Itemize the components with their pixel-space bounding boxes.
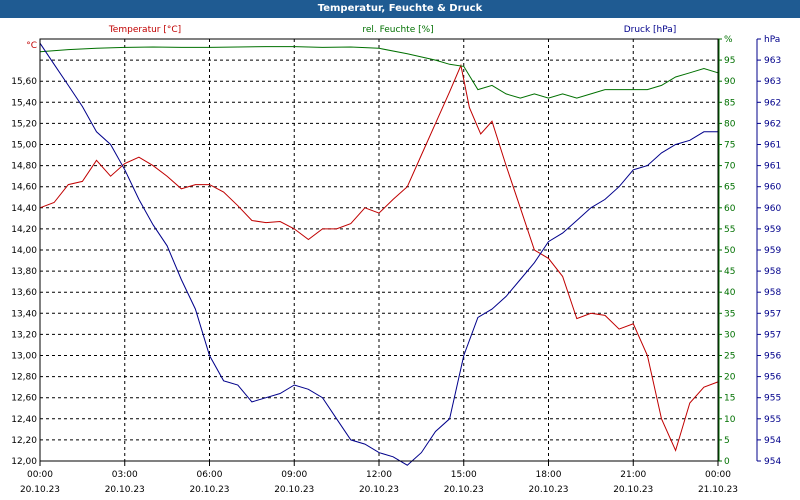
press-tick-label: 959 (764, 225, 781, 235)
chart-canvas: 00:00 20.10.23 03:00 20.10.23 06:00 20.10.23 0… (11, 25, 781, 495)
hum-tick-label: 40 (724, 288, 736, 298)
series-line-press (39, 42, 718, 466)
hum-tick-label: 0 (724, 457, 730, 467)
series-layer (39, 42, 719, 466)
temp-tick-label: 12,20 (11, 436, 37, 446)
series-line-temp (39, 63, 719, 452)
x-tick-label-time: 03:00 (112, 470, 138, 480)
temp-unit-label: °C (26, 41, 37, 51)
press-tick-label: 956 (764, 352, 781, 362)
hum-tick-label: 20 (724, 373, 736, 383)
hum-tick-label: % (724, 35, 733, 45)
temp-tick-label: 14,40 (11, 204, 37, 214)
hum-tick-label: 35 (724, 309, 735, 319)
press-tick-label: 958 (764, 267, 781, 277)
hum-tick-label: 30 (724, 330, 736, 340)
hum-tick-label: 55 (724, 225, 735, 235)
temp-tick-label: 13,40 (11, 309, 37, 319)
x-tick-label-date: 20.10.23 (359, 485, 399, 495)
temp-tick-label: 13,80 (11, 267, 37, 277)
hum-tick-label: 60 (724, 204, 736, 214)
x-tick-label-time: 12:00 (366, 470, 392, 480)
temp-tick-label: 15,60 (11, 77, 37, 87)
hum-tick-label: 85 (724, 98, 735, 108)
press-tick-label: 955 (764, 394, 781, 404)
series-line-hum (39, 46, 719, 99)
temp-tick-label: 12,40 (11, 415, 37, 425)
press-tick-label: 956 (764, 373, 781, 383)
chart-title-bar: Temperatur, Feuchte & Druck (0, 0, 800, 18)
plot-border (39, 38, 758, 462)
hum-tick-label: 75 (724, 141, 735, 151)
press-tick-label: 960 (764, 204, 781, 214)
chart-title: Temperatur, Feuchte & Druck (317, 3, 483, 14)
press-tick-label: 954 (764, 457, 781, 467)
x-tick-label-date: 20.10.23 (444, 485, 484, 495)
temp-series-label: Temperatur [°C] (108, 25, 181, 35)
x-tick-label-date: 20.10.23 (613, 485, 653, 495)
x-tick-label-time: 00:00 (705, 470, 731, 480)
temp-tick-label: 12,00 (11, 457, 37, 467)
temp-tick-label: 14,00 (11, 246, 37, 256)
temp-tick-label: 13,00 (11, 352, 37, 362)
hum-tick-label: 25 (724, 352, 735, 362)
press-tick-label: 962 (764, 98, 781, 108)
hum-tick-label: 5 (724, 436, 730, 446)
press-tick-label: 957 (764, 330, 781, 340)
temp-tick-label: 15,40 (11, 98, 37, 108)
temp-tick-label: 14,60 (11, 183, 37, 193)
temp-tick-label: 14,80 (11, 162, 37, 172)
press-tick-label: 959 (764, 246, 781, 256)
hum-tick-label: 90 (724, 77, 736, 87)
x-tick-label-date: 20.10.23 (189, 485, 229, 495)
press-tick-label: 957 (764, 309, 781, 319)
hum-tick-label: 80 (724, 119, 736, 129)
press-tick-label: 960 (764, 183, 781, 193)
axis-labels: 00:00 20.10.23 03:00 20.10.23 06:00 20.10.23 0… (11, 25, 781, 495)
x-tick-label-time: 09:00 (281, 470, 307, 480)
temp-tick-label: 14,20 (11, 225, 37, 235)
plot-area-border (39, 38, 719, 462)
x-tick-label-date: 20.10.23 (20, 485, 60, 495)
x-tick-label-date: 20.10.23 (528, 485, 568, 495)
hum-tick-label: 65 (724, 183, 735, 193)
press-tick-label: 962 (764, 119, 781, 129)
temp-tick-label: 12,80 (11, 373, 37, 383)
temp-tick-label: 13,20 (11, 330, 37, 340)
press-tick-label: 961 (764, 141, 781, 151)
x-tick-label-time: 06:00 (197, 470, 223, 480)
hum-tick-label: 15 (724, 394, 735, 404)
x-tick-label-date: 20.10.23 (274, 485, 314, 495)
press-series-label: Druck [hPa] (624, 25, 677, 35)
grid-lines (39, 38, 761, 466)
x-tick-label-time: 15:00 (451, 470, 477, 480)
x-tick-label-date: 20.10.23 (105, 485, 145, 495)
hum-series-label: rel. Feuchte [%] (362, 25, 433, 35)
hum-tick-label: 45 (724, 267, 735, 277)
press-tick-label: 955 (764, 415, 781, 425)
x-tick-label-date: 21.10.23 (698, 485, 738, 495)
temp-tick-label: 12,60 (11, 394, 37, 404)
x-tick-label-time: 21:00 (620, 470, 646, 480)
x-tick-label-time: 18:00 (536, 470, 562, 480)
press-tick-label: 954 (764, 436, 781, 446)
press-tick-label: 961 (764, 162, 781, 172)
x-tick-label-time: 00:00 (27, 470, 53, 480)
temp-tick-label: 15,20 (11, 119, 37, 129)
temp-tick-label: 15,00 (11, 141, 37, 151)
hum-tick-label: 95 (724, 56, 735, 66)
press-tick-label: 958 (764, 288, 781, 298)
press-tick-label: 963 (764, 77, 781, 87)
temp-tick-label: 13,60 (11, 288, 37, 298)
hum-tick-label: 10 (724, 415, 736, 425)
hum-tick-label: 50 (724, 246, 736, 256)
press-tick-label: hPa (764, 35, 780, 45)
hum-tick-label: 70 (724, 162, 736, 172)
press-tick-label: 963 (764, 56, 781, 66)
